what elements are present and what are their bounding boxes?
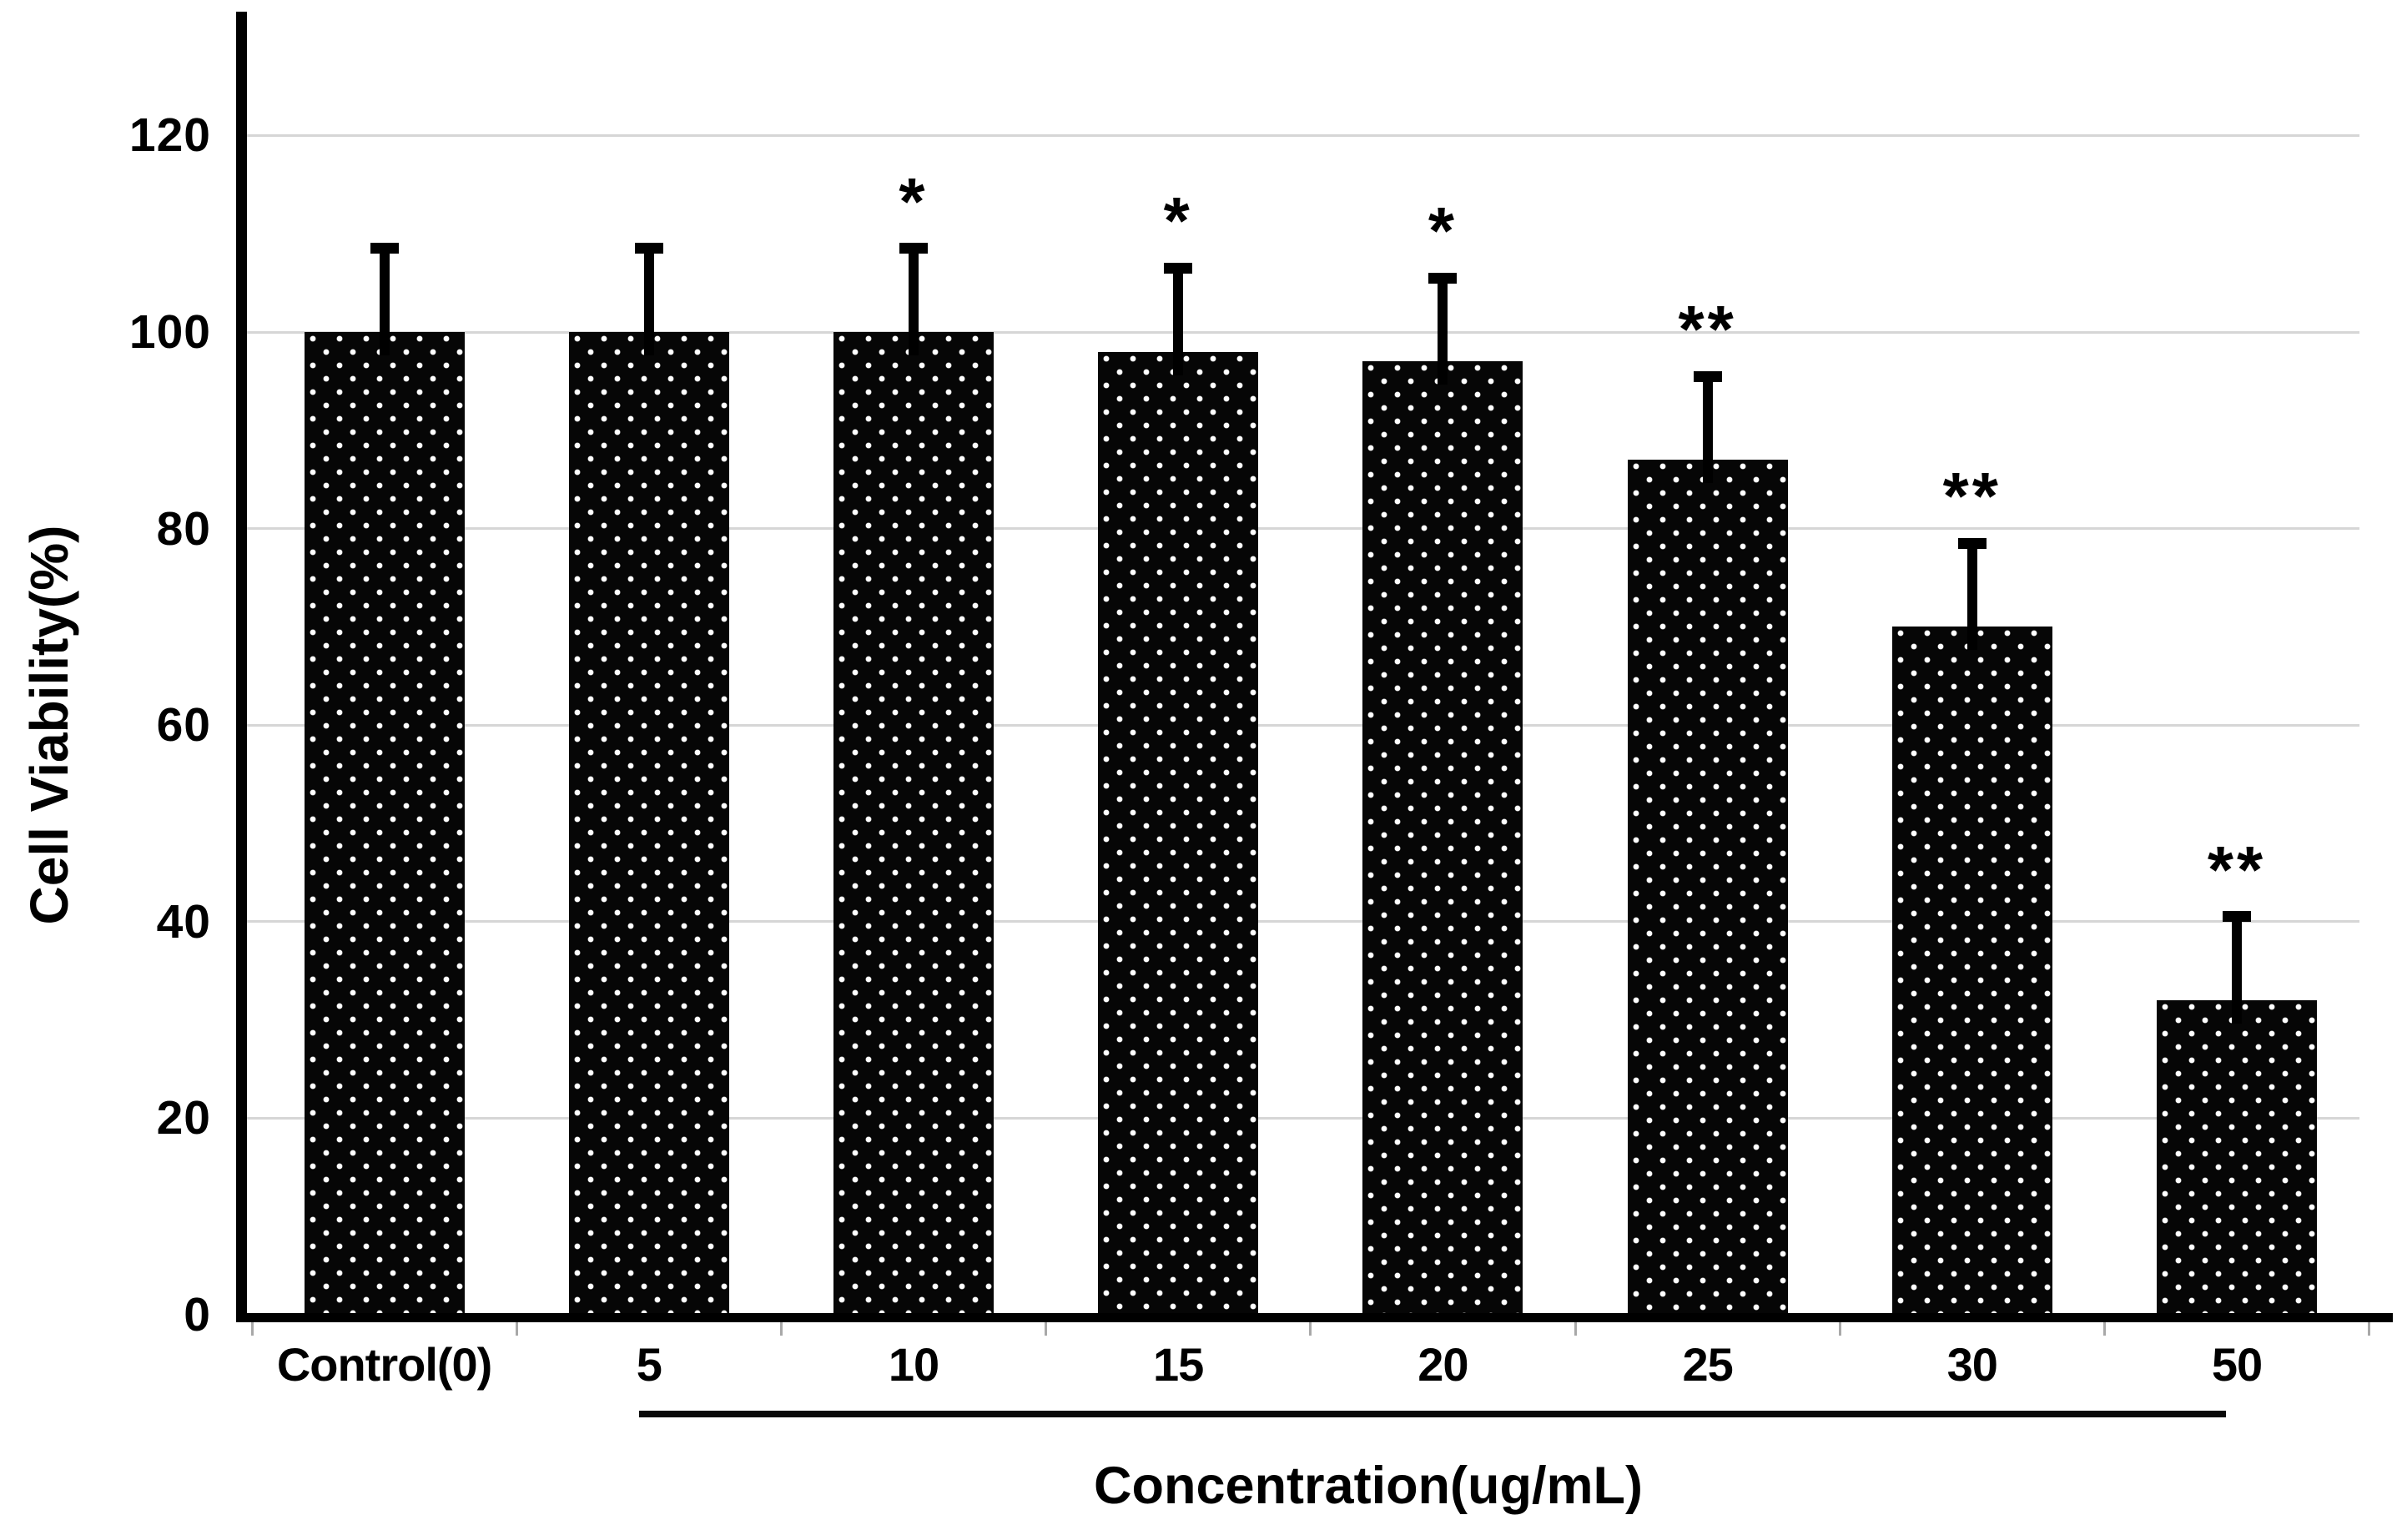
x-axis-tick: [2102, 1322, 2106, 1336]
x-tick-label-20: 20: [1418, 1338, 1468, 1391]
x-tick-label-50: 50: [2211, 1338, 2263, 1391]
x-axis-tick: [515, 1322, 518, 1336]
x-axis-tick: [2368, 1322, 2371, 1336]
bar-10: [833, 332, 994, 1314]
y-tick-label-0: 0: [184, 1288, 211, 1341]
y-tick-label-100: 100: [128, 305, 211, 359]
gridline-60: [242, 723, 2359, 727]
error-bar-line-15: [1173, 268, 1184, 375]
error-bar-line-20: [1438, 278, 1448, 385]
significance-marker-10: *: [899, 164, 929, 239]
x-axis-line: [236, 1313, 2393, 1322]
significance-marker-50: **: [2207, 832, 2267, 907]
significance-marker-30: **: [1942, 459, 2002, 534]
error-bar-cap-30: [1957, 537, 1987, 549]
error-bar-line-25: [1702, 376, 1713, 484]
x-axis-title: Concentration(ug/mL): [1094, 1457, 1643, 1515]
bar-20: [1362, 361, 1523, 1314]
x-tick-label-25: 25: [1682, 1338, 1733, 1391]
x-tick-label-10: 10: [888, 1338, 939, 1391]
bar-30: [1891, 627, 2052, 1314]
x-axis-tick: [1574, 1322, 1577, 1336]
gridline-40: [242, 920, 2359, 923]
x-axis-tick: [1045, 1322, 1048, 1336]
error-bar-cap-50: [2223, 911, 2251, 923]
error-bar-line-5: [643, 248, 654, 355]
x-tick-label-30: 30: [1946, 1338, 1998, 1391]
bar-5: [568, 332, 729, 1314]
y-tick-label-40: 40: [156, 894, 211, 949]
error-bar-line-control-0: [379, 248, 390, 355]
error-bar-line-10: [909, 248, 919, 355]
x-axis-tick: [250, 1322, 254, 1336]
error-bar-line-30: [1966, 543, 1977, 651]
error-bar-cap-5: [634, 243, 663, 254]
x-axis-tick: [779, 1322, 783, 1336]
x-tick-label-15: 15: [1153, 1338, 1204, 1391]
significance-marker-25: **: [1678, 292, 1737, 366]
error-bar-cap-20: [1428, 272, 1458, 284]
y-tick-label-120: 120: [128, 108, 211, 163]
x-tick-label-control-0: Control(0): [276, 1338, 493, 1391]
x-tick-label-5: 5: [636, 1338, 662, 1391]
y-tick-label-80: 80: [156, 501, 211, 556]
gridline-20: [242, 1116, 2359, 1120]
significance-marker-20: *: [1428, 194, 1458, 269]
x-axis-tick: [1309, 1322, 1312, 1336]
error-bar-line-50: [2232, 916, 2242, 1024]
gridline-120: [242, 133, 2359, 137]
y-tick-label-20: 20: [156, 1091, 211, 1145]
x-axis-tick: [1838, 1322, 1841, 1336]
bar-25: [1627, 460, 1788, 1314]
error-bar-cap-15: [1164, 262, 1193, 274]
gridline-100: [242, 330, 2359, 334]
gridline-80: [242, 527, 2359, 531]
bar-control-0: [304, 332, 465, 1314]
significance-marker-15: *: [1163, 184, 1193, 259]
error-bar-cap-control-0: [370, 243, 399, 254]
bar-50: [2157, 1000, 2317, 1314]
y-axis-line: [236, 12, 247, 1322]
error-bar-cap-25: [1693, 370, 1722, 382]
error-bar-cap-10: [899, 243, 928, 254]
treatment-group-underline: [639, 1411, 2226, 1417]
y-tick-label-60: 60: [156, 698, 211, 752]
bar-15: [1098, 351, 1259, 1314]
